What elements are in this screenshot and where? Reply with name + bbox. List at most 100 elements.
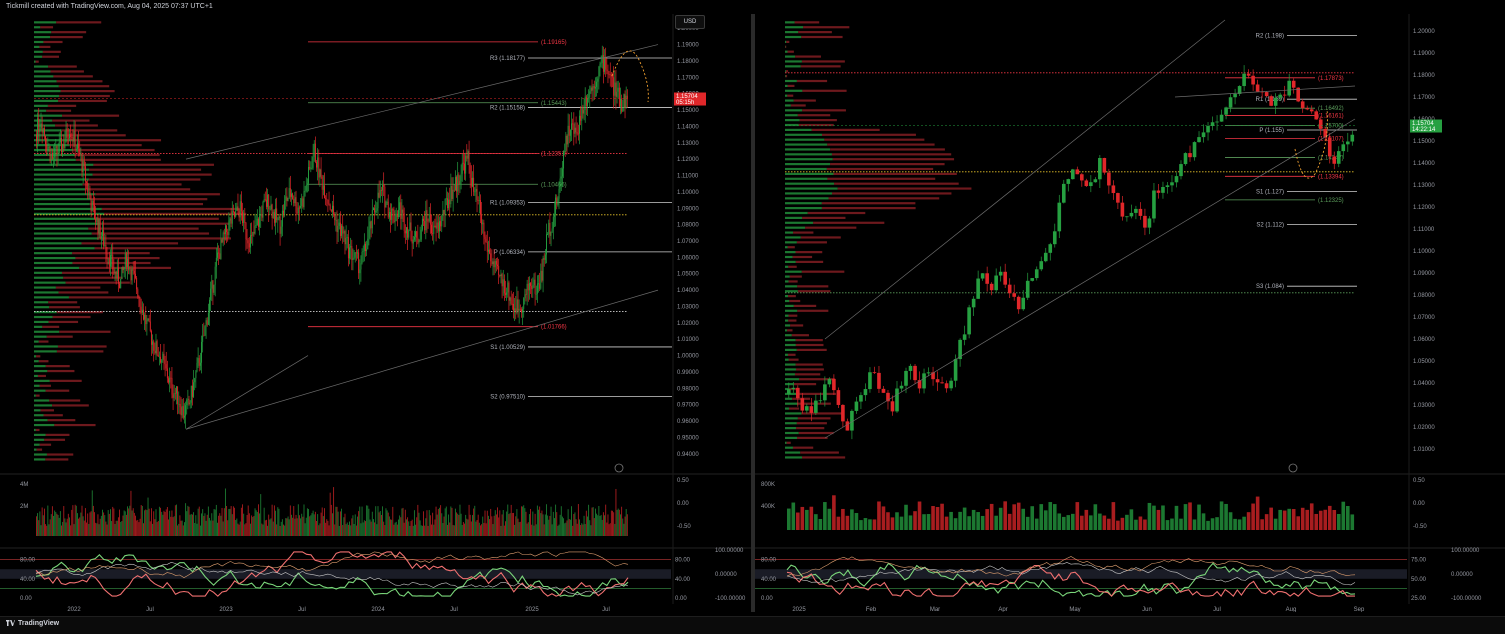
- candle-body[interactable]: [392, 209, 393, 211]
- candle-body[interactable]: [383, 185, 384, 187]
- candle-body[interactable]: [823, 384, 827, 400]
- candle-body[interactable]: [102, 230, 103, 236]
- candle-body[interactable]: [349, 247, 350, 258]
- candle-body[interactable]: [475, 189, 476, 192]
- candle-body[interactable]: [365, 244, 366, 251]
- candle-body[interactable]: [252, 232, 253, 236]
- candle-body[interactable]: [47, 147, 48, 150]
- candle-body[interactable]: [497, 265, 498, 266]
- candle-body[interactable]: [96, 217, 97, 222]
- candle-body[interactable]: [511, 297, 512, 303]
- candle-body[interactable]: [581, 107, 582, 121]
- candle-body[interactable]: [841, 405, 845, 421]
- candle-body[interactable]: [46, 144, 47, 150]
- candle-body[interactable]: [401, 210, 402, 219]
- candle-body[interactable]: [153, 341, 154, 350]
- candle-body[interactable]: [397, 214, 398, 217]
- candle-body[interactable]: [174, 393, 175, 398]
- candle-body[interactable]: [485, 237, 486, 239]
- candle-body[interactable]: [126, 253, 127, 266]
- candle-body[interactable]: [130, 269, 131, 280]
- candle-body[interactable]: [88, 192, 89, 193]
- candle-body[interactable]: [91, 199, 92, 212]
- candle-body[interactable]: [450, 186, 451, 204]
- candle-body[interactable]: [36, 135, 37, 141]
- candle-body[interactable]: [1057, 203, 1061, 232]
- candle-body[interactable]: [189, 399, 190, 404]
- candle-body[interactable]: [179, 404, 180, 407]
- candle-body[interactable]: [82, 154, 83, 172]
- candle-body[interactable]: [437, 222, 438, 228]
- candle-body[interactable]: [1233, 94, 1237, 97]
- candle-body[interactable]: [423, 219, 424, 221]
- candle-body[interactable]: [66, 128, 67, 141]
- candle-body[interactable]: [976, 279, 980, 299]
- candle-body[interactable]: [192, 386, 193, 397]
- candle-body[interactable]: [565, 136, 566, 151]
- candle-body[interactable]: [165, 359, 166, 364]
- candle-body[interactable]: [348, 237, 349, 258]
- candle-body[interactable]: [367, 239, 368, 250]
- candle-body[interactable]: [491, 261, 492, 264]
- candle-body[interactable]: [548, 223, 549, 234]
- candle-body[interactable]: [292, 193, 293, 198]
- candle-body[interactable]: [604, 58, 605, 72]
- candle-body[interactable]: [281, 227, 282, 234]
- candle-body[interactable]: [460, 181, 461, 185]
- candle-body[interactable]: [250, 235, 251, 247]
- candle-body[interactable]: [967, 307, 971, 334]
- candle-body[interactable]: [184, 416, 185, 418]
- candle-body[interactable]: [832, 379, 836, 390]
- candle-body[interactable]: [1148, 218, 1152, 227]
- candle-body[interactable]: [247, 239, 248, 240]
- candle-body[interactable]: [417, 238, 418, 242]
- candle-body[interactable]: [325, 198, 326, 199]
- candle-body[interactable]: [41, 124, 42, 129]
- candle-body[interactable]: [69, 134, 70, 138]
- chart-panel-right[interactable]: 1.200001.190001.180001.170001.160001.150…: [755, 14, 1505, 612]
- candle-body[interactable]: [312, 168, 313, 169]
- candle-body[interactable]: [406, 227, 407, 233]
- candle-body[interactable]: [531, 286, 532, 289]
- candle-body[interactable]: [136, 278, 137, 289]
- candle-body[interactable]: [373, 208, 374, 210]
- candle-body[interactable]: [432, 233, 433, 234]
- candle-body[interactable]: [1220, 115, 1224, 122]
- candle-body[interactable]: [523, 298, 524, 309]
- candle-body[interactable]: [891, 401, 895, 411]
- candle-body[interactable]: [1305, 108, 1309, 109]
- candle-body[interactable]: [240, 201, 241, 217]
- candle-body[interactable]: [359, 269, 360, 273]
- candle-body[interactable]: [200, 363, 201, 366]
- candle-body[interactable]: [553, 217, 554, 229]
- candle-body[interactable]: [419, 242, 420, 243]
- candle-body[interactable]: [93, 201, 94, 205]
- candle-body[interactable]: [480, 200, 481, 214]
- candle-body[interactable]: [255, 226, 256, 234]
- candle-body[interactable]: [570, 130, 571, 136]
- candle-body[interactable]: [1125, 216, 1129, 217]
- candle-body[interactable]: [355, 252, 356, 257]
- candle-body[interactable]: [436, 226, 437, 229]
- candle-body[interactable]: [50, 147, 51, 161]
- candle-body[interactable]: [77, 144, 78, 149]
- candle-body[interactable]: [307, 184, 308, 185]
- candle-body[interactable]: [44, 128, 45, 136]
- candle-body[interactable]: [193, 382, 194, 397]
- candle-body[interactable]: [564, 151, 565, 152]
- candle-body[interactable]: [449, 200, 450, 205]
- candle-body[interactable]: [954, 359, 958, 381]
- candle-body[interactable]: [135, 274, 136, 278]
- candle-body[interactable]: [1283, 95, 1287, 96]
- candle-body[interactable]: [60, 138, 61, 142]
- candle-body[interactable]: [609, 74, 610, 75]
- candle-body[interactable]: [42, 124, 43, 133]
- candle-body[interactable]: [1215, 122, 1219, 123]
- candle-body[interactable]: [87, 183, 88, 192]
- candle-body[interactable]: [58, 153, 59, 154]
- candle-body[interactable]: [101, 236, 102, 238]
- candle-body[interactable]: [972, 299, 976, 308]
- candle-body[interactable]: [503, 279, 504, 286]
- candle-body[interactable]: [400, 202, 401, 219]
- candle-body[interactable]: [586, 96, 587, 105]
